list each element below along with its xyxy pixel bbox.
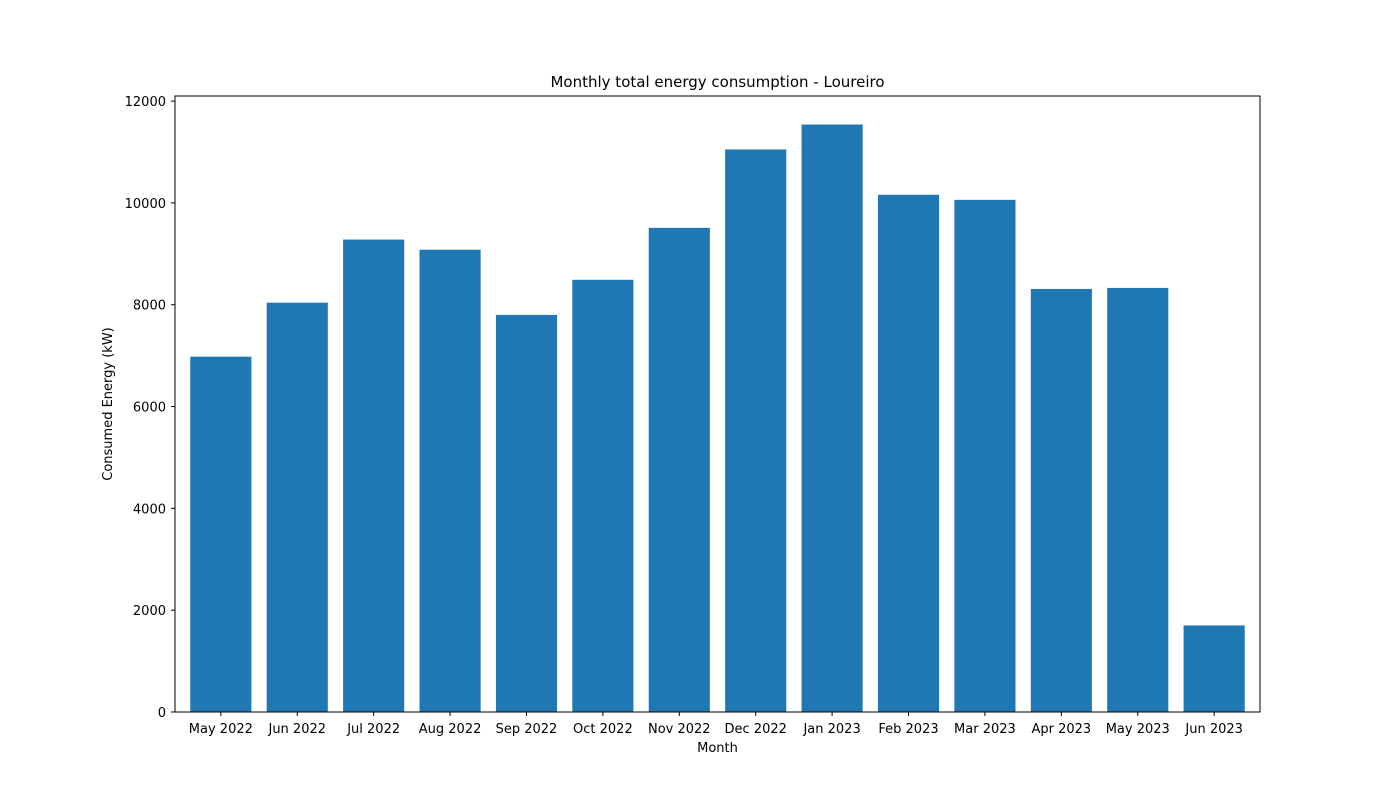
x-tick-label: Nov 2022 <box>648 722 711 737</box>
bar-feb-2023 <box>877 194 940 712</box>
bar-mar-2023 <box>954 199 1016 712</box>
x-tick-label: Aug 2022 <box>419 722 482 737</box>
x-tick-label: Mar 2023 <box>954 722 1016 737</box>
bar-jun-2023 <box>1183 625 1245 712</box>
y-tick-label: 2000 <box>133 604 166 619</box>
bar-aug-2022 <box>419 249 481 712</box>
x-axis: May 2022 Jun 2022 Jul 2022 Aug 2022 Sep 2022… <box>189 712 1243 737</box>
x-tick-label: Sep 2022 <box>496 722 558 737</box>
bar-may-2023 <box>1107 287 1169 712</box>
x-axis-label: Month <box>697 741 738 756</box>
bar-jul-2022 <box>343 239 405 712</box>
y-tick-label: 8000 <box>133 299 166 314</box>
bar-may-2022 <box>190 356 252 712</box>
y-tick-label: 12000 <box>125 95 166 110</box>
y-tick-label: 10000 <box>125 197 166 212</box>
x-tick-label: Feb 2023 <box>878 722 938 737</box>
plot-frame <box>174 95 1261 713</box>
x-tick-label: May 2022 <box>189 722 253 737</box>
bar-oct-2022 <box>572 279 634 712</box>
x-tick-label: Apr 2023 <box>1031 722 1091 737</box>
x-tick-label: Dec 2022 <box>725 722 787 737</box>
bars-group <box>190 124 1245 713</box>
x-tick-label: Jun 2023 <box>1184 722 1243 737</box>
bar-dec-2022 <box>725 149 787 713</box>
bar-sep-2022 <box>495 314 558 712</box>
chart-title: Monthly total energy consumption - Loure… <box>550 73 884 91</box>
x-tick-label: Jun 2022 <box>267 722 326 737</box>
y-tick-label: 0 <box>158 706 166 721</box>
y-axis: 0 2000 4000 6000 8000 10000 12000 <box>125 95 175 721</box>
bar-apr-2023 <box>1030 288 1092 712</box>
x-tick-label: May 2023 <box>1106 722 1170 737</box>
y-tick-label: 6000 <box>133 401 166 416</box>
y-tick-label: 4000 <box>133 502 166 517</box>
bar-jan-2023 <box>801 124 863 712</box>
bar-nov-2022 <box>648 227 710 712</box>
y-axis-label: Consumed Energy (kW) <box>101 327 116 481</box>
bar-jun-2022 <box>266 302 328 712</box>
x-tick-label: Jan 2023 <box>802 722 860 737</box>
x-tick-label: Oct 2022 <box>573 722 633 737</box>
x-tick-label: Jul 2022 <box>346 722 400 737</box>
